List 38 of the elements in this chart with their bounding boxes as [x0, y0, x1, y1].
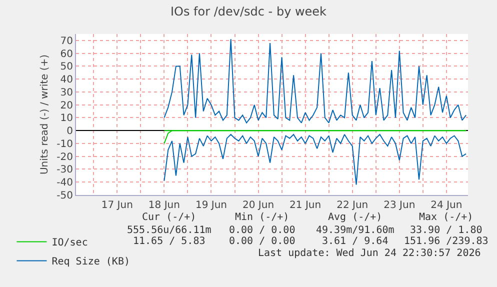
x-tick-label: 24 Jun	[430, 200, 462, 211]
x-tick-label: 20 Jun	[242, 200, 274, 211]
y-tick-label: 20	[60, 100, 73, 112]
y-tick-label: -50	[56, 190, 73, 202]
text: Min (-/+)	[235, 212, 290, 223]
y-tick-label: 50	[60, 62, 73, 73]
x-tick-label: 21 Jun	[290, 200, 322, 211]
text: 11.65 / 5.83	[133, 236, 206, 247]
text: 49.39m/91.60m	[316, 225, 394, 236]
text: Max (-/+)	[419, 212, 474, 223]
y-tick-label: 0	[66, 126, 73, 138]
y-tick-label: 70	[60, 36, 73, 47]
legend-label: Req Size (KB)	[52, 256, 130, 268]
legend-label: IO/sec	[52, 238, 88, 249]
x-tick-label: 19 Jun	[195, 200, 228, 211]
text: 3.61 / 9.64	[322, 236, 388, 247]
text: 0.00 / 0.00	[229, 236, 296, 247]
y-tick-label: 30	[60, 87, 73, 98]
x-tick-label: 22 Jun	[336, 200, 368, 211]
y-tick-label: -10	[56, 138, 73, 150]
y-axis-title: Units read (-) / write (+)	[40, 54, 51, 175]
text: Avg (-/+)	[328, 212, 382, 223]
x-tick-label: 18 Jun	[148, 200, 180, 211]
chart-title: IOs for /dev/sdc - by week	[170, 4, 327, 19]
y-tick-label: 40	[60, 74, 73, 86]
y-tick-label: 10	[60, 113, 73, 124]
text: 151.96 /239.83	[404, 236, 488, 247]
y-tick-label: -30	[56, 164, 73, 176]
y-tick-label: 60	[60, 48, 73, 60]
y-tick-label: -40	[56, 178, 73, 189]
x-tick-label: 17 Jun	[101, 200, 133, 211]
text: 0.00 / 0.00	[229, 225, 296, 236]
text: 555.56u/66.11m	[127, 225, 212, 236]
x-tick-label: 23 Jun	[384, 200, 416, 211]
text: Last update: Wed Jun 24 22:30:57 2026	[258, 248, 481, 259]
y-tick-label: -20	[56, 152, 73, 163]
text: Cur (-/+)	[142, 212, 196, 223]
text: 33.90 / 1.80	[410, 225, 482, 236]
